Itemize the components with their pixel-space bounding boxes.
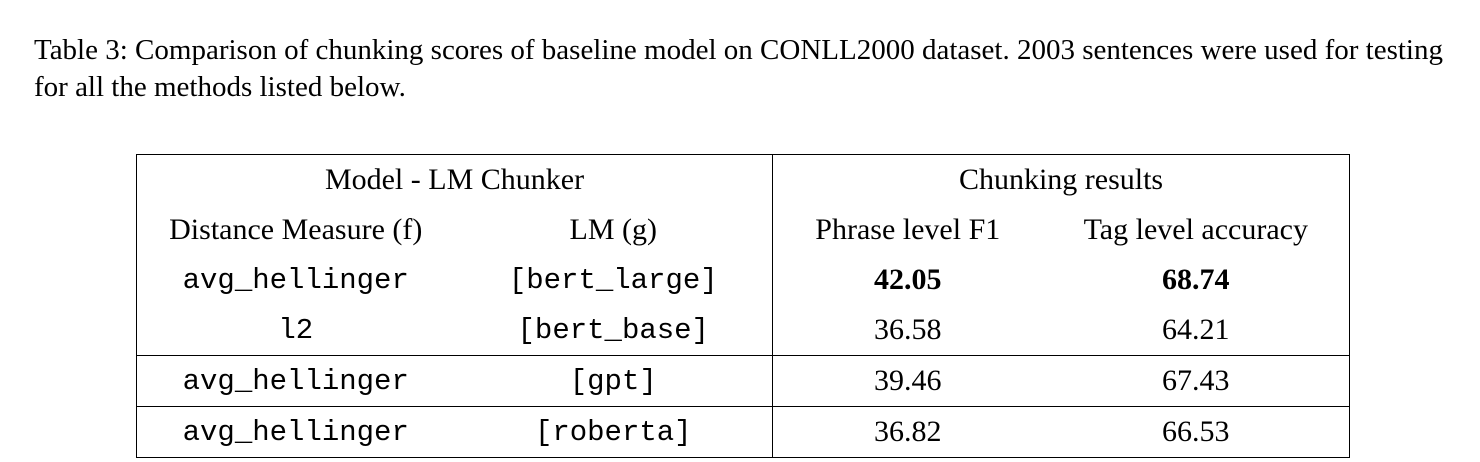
table-row: avg_hellinger [roberta] 36.82 66.53 [136, 406, 1350, 458]
cell-lm: [gpt] [454, 355, 774, 407]
results-table-container: Model - LM Chunker Chunking results Dist… [136, 154, 1351, 458]
cell-distance: l2 [278, 313, 314, 347]
table-row: l2 [bert_base] 36.58 64.21 [137, 305, 1350, 356]
col-header-distance: Distance Measure (f) [169, 213, 423, 246]
cell-lm: [bert_base] [454, 305, 774, 356]
cell-f1: 36.58 [874, 313, 942, 346]
cell-accuracy: 66.53 [1042, 406, 1350, 458]
table-row: avg_hellinger [gpt] 39.46 67.43 [136, 355, 1350, 407]
group-header-results: Chunking results [958, 163, 1164, 196]
results-table: Model - LM Chunker Chunking results Dist… [136, 154, 1351, 458]
table-caption: Table 3: Comparison of chunking scores o… [34, 34, 1443, 103]
cell-lm: [bert_large] [454, 255, 774, 305]
group-header-row: Model - LM Chunker Chunking results [136, 154, 1350, 205]
cell-lm: [roberta] [454, 406, 774, 458]
table-row: avg_hellinger [bert_large] 42.05 68.74 [137, 255, 1350, 305]
cell-f1: 36.82 [772, 406, 1043, 458]
column-header-row: Distance Measure (f) LM (g) Phrase level… [137, 205, 1350, 255]
cell-distance: avg_hellinger [182, 263, 409, 297]
col-header-f1: Phrase level F1 [815, 213, 1001, 246]
group-header-model: Model - LM Chunker [136, 154, 774, 205]
cell-accuracy: 67.43 [1042, 355, 1350, 407]
cell-f1: 39.46 [772, 355, 1043, 407]
col-header-accuracy: Tag level accuracy [1083, 213, 1308, 246]
cell-accuracy: 68.74 [1162, 263, 1230, 296]
cell-distance: avg_hellinger [136, 355, 455, 407]
cell-distance: avg_hellinger [136, 406, 455, 458]
cell-f1: 42.05 [874, 263, 942, 296]
cell-accuracy: 64.21 [1162, 313, 1230, 346]
col-header-lm: LM (g) [454, 205, 774, 255]
